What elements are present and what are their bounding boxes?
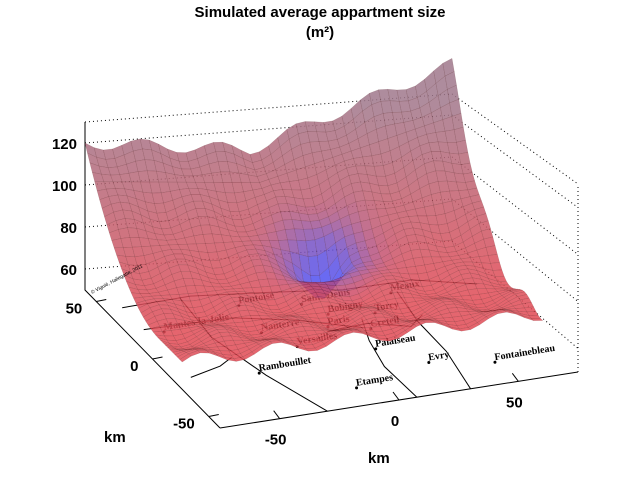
city-label: Evry	[428, 349, 451, 363]
z-tick-label: 120	[52, 136, 77, 153]
y-tick-mark	[96, 299, 107, 302]
z-tick-label: 80	[60, 220, 77, 237]
x-tick-mark	[273, 410, 281, 419]
y-tick-mark	[152, 356, 163, 360]
surface-cell	[458, 152, 471, 165]
y-tick-label: 0	[130, 358, 138, 375]
surface-cell	[524, 306, 537, 313]
surface-cell	[463, 172, 475, 183]
y-tick-label: -50	[173, 416, 195, 433]
y-axis-label: km	[104, 429, 126, 446]
x-axis-label: km	[368, 450, 390, 467]
surface-cell	[531, 318, 544, 321]
surface-cell	[519, 297, 532, 304]
chart-title: Simulated average appartment size	[195, 4, 446, 21]
z-tick-label: 100	[52, 178, 77, 195]
city-label: Fontainebleau	[494, 343, 557, 363]
surface-cell	[454, 126, 466, 143]
y-tick-label: 50	[66, 301, 83, 318]
x-tick-label: 0	[391, 413, 399, 430]
surface-cell	[504, 288, 516, 291]
department-border	[190, 356, 232, 378]
chart-subtitle: (m²)	[306, 24, 334, 41]
x-tick-mark	[511, 373, 519, 382]
city-marker	[374, 347, 378, 351]
surface-cell	[528, 315, 541, 319]
surface-mesh	[84, 58, 544, 363]
surface-cell	[517, 294, 530, 301]
y-tick-mark	[208, 414, 219, 417]
surface-cell	[490, 262, 503, 271]
surface-cell	[472, 200, 484, 210]
tick-labels: 60 80 100 120 -50 0 50 -50 0 50	[52, 136, 523, 449]
surface-cell	[476, 213, 489, 224]
surface-cell	[488, 254, 500, 264]
surface-cell	[451, 113, 464, 130]
y-z-axis-line	[84, 122, 221, 429]
x-tick-label: 50	[506, 394, 523, 411]
city-marker	[355, 386, 359, 390]
surface-cell	[485, 245, 498, 256]
x-tick-mark	[392, 391, 400, 401]
city-marker	[257, 371, 261, 375]
surface-cell	[522, 302, 534, 309]
surface-cell	[474, 206, 487, 217]
city-label: Rambouillet	[258, 355, 313, 374]
city-label: Etampes	[355, 372, 394, 389]
z-tick-label: 60	[60, 262, 77, 279]
city-marker	[493, 360, 497, 364]
surface-cell	[447, 84, 459, 104]
x-tick-label: -50	[265, 432, 287, 449]
surface-cell	[460, 162, 473, 175]
city-marker	[427, 361, 431, 365]
